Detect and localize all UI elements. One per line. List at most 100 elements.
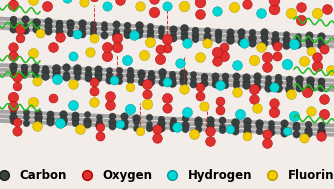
Point — [201, 77, 207, 80]
Point — [181, 27, 187, 30]
Point — [11, 74, 16, 77]
Point — [104, 4, 110, 7]
Point — [64, 73, 69, 76]
Point — [306, 122, 311, 125]
Point — [191, 73, 196, 76]
Point — [98, 125, 103, 128]
Point — [170, 77, 175, 80]
Point — [11, 17, 16, 20]
Point — [195, 122, 200, 125]
Point — [204, 34, 209, 37]
Point — [271, 8, 277, 11]
Point — [138, 80, 143, 83]
Point — [212, 74, 217, 77]
Point — [228, 127, 233, 130]
Point — [293, 132, 299, 135]
Point — [298, 18, 303, 21]
Point — [251, 58, 257, 61]
Point — [281, 131, 287, 134]
Point — [255, 80, 260, 83]
Point — [127, 74, 133, 77]
Point — [207, 129, 213, 132]
Point — [136, 34, 141, 37]
Point — [47, 121, 53, 124]
Point — [158, 48, 163, 51]
Point — [184, 110, 190, 113]
Point — [265, 132, 270, 135]
Point — [109, 125, 114, 128]
Point — [232, 120, 237, 123]
Point — [113, 29, 119, 32]
Point — [318, 87, 323, 90]
Point — [271, 101, 277, 104]
Point — [255, 107, 260, 110]
Point — [125, 29, 130, 32]
Point — [97, 123, 102, 126]
Point — [218, 108, 223, 112]
Point — [271, 86, 277, 89]
Point — [51, 97, 56, 100]
Point — [315, 55, 320, 58]
Point — [32, 74, 37, 77]
Point — [191, 132, 196, 135]
Point — [121, 125, 127, 128]
Point — [215, 30, 221, 33]
Point — [136, 29, 141, 32]
Point — [170, 123, 176, 126]
Point — [286, 87, 292, 90]
Point — [11, 105, 16, 108]
Point — [285, 63, 290, 66]
Point — [265, 77, 270, 80]
Point — [17, 28, 23, 31]
Point — [307, 40, 312, 43]
Point — [104, 45, 110, 48]
Point — [291, 115, 297, 118]
Point — [174, 125, 180, 128]
Point — [97, 115, 102, 118]
Point — [271, 111, 277, 114]
Point — [181, 36, 187, 39]
Point — [221, 54, 226, 57]
Point — [269, 125, 274, 129]
Point — [295, 38, 301, 41]
Point — [64, 66, 69, 69]
Point — [158, 57, 163, 60]
Point — [114, 36, 120, 39]
Point — [102, 27, 107, 30]
Point — [42, 67, 48, 70]
Point — [144, 102, 150, 105]
Point — [106, 78, 112, 81]
Point — [134, 116, 139, 119]
Point — [170, 118, 176, 121]
Point — [191, 82, 196, 85]
Point — [35, 112, 41, 115]
Point — [151, 0, 156, 1]
Point — [81, 0, 86, 3]
Point — [222, 83, 228, 86]
Point — [321, 113, 327, 116]
Point — [307, 78, 313, 81]
Point — [244, 120, 249, 123]
Point — [281, 127, 287, 130]
Point — [57, 122, 63, 125]
Point — [45, 24, 50, 27]
Point — [269, 130, 274, 133]
Point — [127, 79, 133, 82]
Point — [180, 78, 186, 81]
Point — [214, 60, 220, 63]
Point — [220, 125, 225, 128]
Point — [180, 71, 186, 74]
Point — [114, 45, 120, 48]
Point — [53, 74, 58, 77]
Point — [109, 120, 114, 123]
Point — [74, 66, 79, 69]
Point — [104, 55, 110, 58]
Point — [47, 112, 53, 115]
Point — [293, 124, 299, 127]
Point — [125, 23, 130, 26]
Point — [85, 73, 90, 76]
Point — [31, 0, 36, 2]
Point — [286, 83, 292, 86]
Point — [198, 13, 203, 16]
Point — [255, 75, 260, 78]
